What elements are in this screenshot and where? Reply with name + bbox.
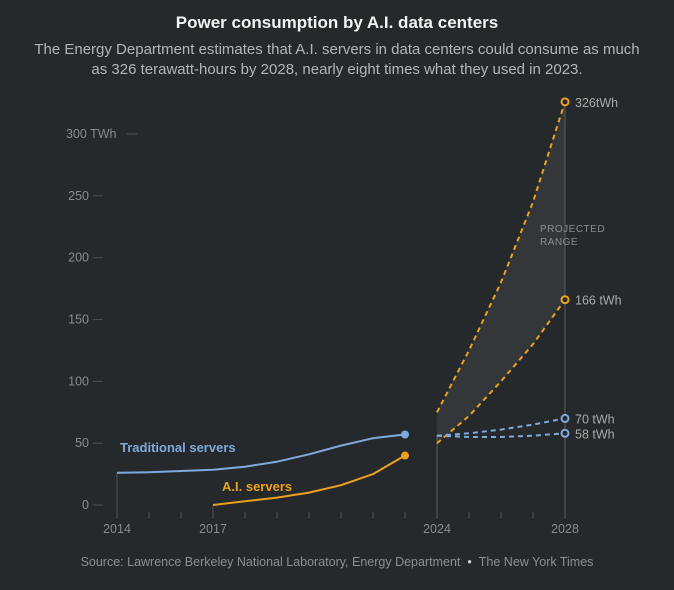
x-tick-label: 2024 <box>423 522 451 536</box>
projection-endpoint <box>560 295 570 305</box>
projection-endpoint <box>560 413 570 423</box>
credit-note: The New York Times <box>478 555 594 569</box>
projection-value-label: 70 tWh <box>575 412 615 426</box>
ai-servers-label: A.I. servers <box>222 479 292 494</box>
y-tick-label: 300 TWh <box>66 127 117 141</box>
projection-line <box>436 101 566 413</box>
y-tick-label: 200 <box>68 251 89 265</box>
projection-line <box>436 417 566 437</box>
chart-footer: Source: Lawrence Berkeley National Labor… <box>0 555 674 569</box>
projection-value-label: 166 tWh <box>575 294 622 308</box>
projected-range-annotation: RANGE <box>540 237 578 248</box>
y-tick-label: 250 <box>68 189 89 203</box>
x-tick-label: 2014 <box>103 522 131 536</box>
projection-endpoint <box>560 97 570 107</box>
chart-subtitle: The Energy Department estimates that A.I… <box>34 41 640 78</box>
projection-value-label: 326tWh <box>575 96 618 110</box>
separator-dot: • <box>467 555 472 569</box>
y-tick-label: 0 <box>82 498 89 512</box>
y-tick-label: 150 <box>68 313 89 327</box>
x-tick-label: 2017 <box>199 522 227 536</box>
series-lines-layer <box>116 97 570 506</box>
traditional-servers-label: Traditional servers <box>120 440 236 455</box>
ai-servers-line <box>212 454 406 506</box>
projected-range-layer <box>437 101 565 444</box>
source-note: Source: Lawrence Berkeley National Labor… <box>80 555 461 569</box>
traditional-servers-line <box>116 433 406 474</box>
ai-servers-endpoint <box>401 451 409 460</box>
x-tick-label: 2028 <box>551 522 579 536</box>
y-tick-label: 50 <box>75 436 89 450</box>
y-tick-label: 100 <box>68 374 89 388</box>
projection-endpoint <box>560 428 570 438</box>
axis-grid-layer: 0 50 100 150 200 250 300 TWh 2014 2017 2024 2028 <box>66 101 579 536</box>
projected-range-annotation: PROJECTED <box>540 224 605 235</box>
projection-value-label: 58 tWh <box>575 427 615 441</box>
projection-line <box>436 299 566 444</box>
chart-title: Power consumption by A.I. data centers <box>175 13 499 32</box>
projection-line <box>436 432 566 438</box>
traditional-servers-endpoint <box>401 430 409 439</box>
projected-range-band <box>437 101 565 444</box>
